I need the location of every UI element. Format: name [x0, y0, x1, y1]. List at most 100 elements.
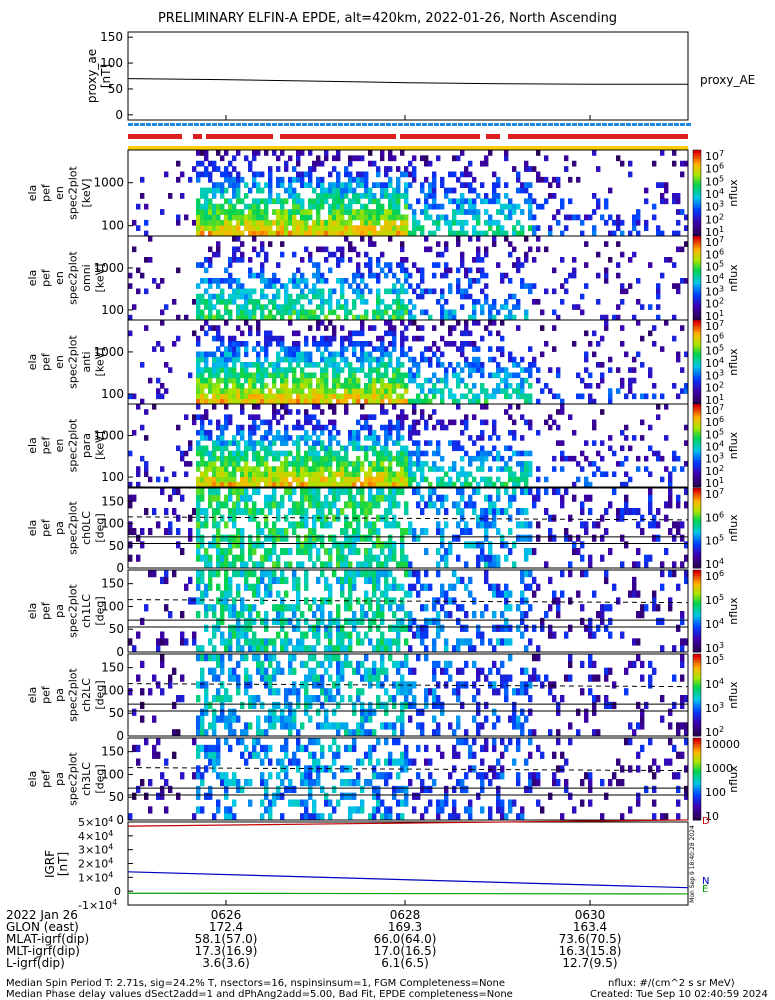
heatmap-cell [248, 257, 253, 263]
pa-ytick-label: 50 [109, 622, 124, 636]
heatmap-cell [384, 346, 389, 352]
heatmap-cell [272, 150, 277, 156]
heatmap-cell [520, 356, 525, 363]
heatmap-cell [220, 701, 225, 710]
heatmap-cell [440, 377, 445, 384]
heatmap-cell [616, 304, 621, 310]
heatmap-cell [292, 372, 297, 379]
heatmap-cell [400, 528, 405, 536]
heatmap-cell [352, 346, 357, 352]
heatmap-cell [316, 362, 321, 368]
heatmap-cell [616, 514, 621, 522]
heatmap-cell [284, 590, 289, 598]
heatmap-cell [420, 398, 425, 405]
heatmap-cell [684, 576, 689, 585]
heatmap-cell [364, 631, 369, 639]
heatmap-cell [472, 299, 477, 305]
heatmap-cell [504, 230, 509, 237]
heatmap-cell [320, 393, 325, 400]
heatmap-cell [192, 508, 197, 516]
heatmap-cell [248, 288, 253, 295]
heatmap-cell [268, 494, 273, 502]
heatmap-cell [260, 398, 265, 405]
heatmap-cell [564, 288, 569, 295]
heatmap-cell [380, 617, 385, 626]
heatmap-cell [264, 203, 269, 210]
heatmap-cell [360, 182, 365, 189]
heatmap-cell [356, 471, 361, 478]
heatmap-cell [368, 597, 373, 605]
heatmap-cell [612, 488, 617, 496]
heatmap-cell [276, 429, 281, 436]
heatmap-cell [380, 377, 385, 384]
heatmap-cell [332, 409, 337, 415]
heatmap-cell [328, 631, 333, 639]
heatmap-cell [496, 225, 501, 232]
heatmap-cell [412, 230, 417, 237]
heatmap-cell [320, 182, 325, 189]
heatmap-cell [324, 388, 329, 394]
heatmap-cell [288, 561, 293, 569]
heatmap-cell [292, 604, 297, 612]
heatmap-cell [456, 404, 461, 410]
heatmap-cell [464, 325, 469, 331]
heatmap-cell [148, 377, 153, 384]
heatmap-cell [140, 176, 145, 183]
heatmap-cell [456, 445, 461, 452]
heatmap-cell [420, 278, 425, 284]
heatmap-cell [220, 466, 225, 472]
pa-ytick-label: 100 [101, 517, 124, 531]
heatmap-cell [392, 440, 397, 446]
heatmap-cell [432, 372, 437, 379]
heatmap-cell [392, 576, 397, 585]
colorbar-cell [693, 619, 701, 623]
heatmap-cell [400, 377, 405, 384]
heatmap-cell [256, 660, 261, 669]
heatmap-cell [440, 398, 445, 405]
heatmap-cell [360, 288, 365, 295]
colorbar-cell [693, 236, 701, 240]
heatmap-cell [228, 372, 233, 379]
heatmap-cell [176, 445, 181, 452]
heatmap-cell [324, 383, 329, 389]
heatmap-cell [404, 445, 409, 452]
colorbar-cell [693, 536, 701, 540]
heatmap-cell [292, 193, 297, 199]
heatmap-cell [320, 514, 325, 522]
heatmap-cell [380, 638, 385, 646]
heatmap-cell [656, 288, 661, 295]
heatmap-cell [224, 715, 229, 723]
heatmap-cell [212, 356, 217, 363]
heatmap-cell [248, 514, 253, 522]
heatmap-cell [388, 320, 393, 326]
colorbar-tick-label: 106 [705, 331, 724, 345]
heatmap-cell [344, 471, 349, 478]
flag-red-segment [280, 134, 396, 139]
heatmap-cell [672, 160, 677, 167]
heatmap-cell [156, 681, 161, 689]
heatmap-cell [180, 695, 185, 703]
heatmap-cell [316, 262, 321, 268]
heatmap-cell [252, 176, 257, 183]
heatmap-cell [264, 335, 269, 342]
heatmap-cell [216, 393, 221, 400]
heatmap-cell [496, 230, 501, 237]
heatmap-cell [252, 272, 257, 279]
heatmap-cell [404, 383, 409, 389]
heatmap-cell [188, 440, 193, 446]
flag-blue-segment [350, 123, 355, 126]
colorbar-tick-label: 105 [705, 260, 724, 274]
heatmap-cell [408, 476, 413, 483]
ae-ytick-label: 100 [100, 56, 123, 70]
colorbar-cell [693, 597, 701, 601]
colorbar-cell [693, 630, 701, 634]
heatmap-cell [280, 150, 285, 156]
colorbar-cell [693, 345, 701, 349]
heatmap-cell [256, 341, 261, 347]
en-ytick-label: 100 [101, 303, 124, 317]
heatmap-cell [224, 521, 229, 529]
heatmap-cell [340, 461, 345, 467]
heatmap-cell [344, 356, 349, 363]
heatmap-cell [340, 393, 345, 400]
heatmap-cell [544, 419, 549, 426]
